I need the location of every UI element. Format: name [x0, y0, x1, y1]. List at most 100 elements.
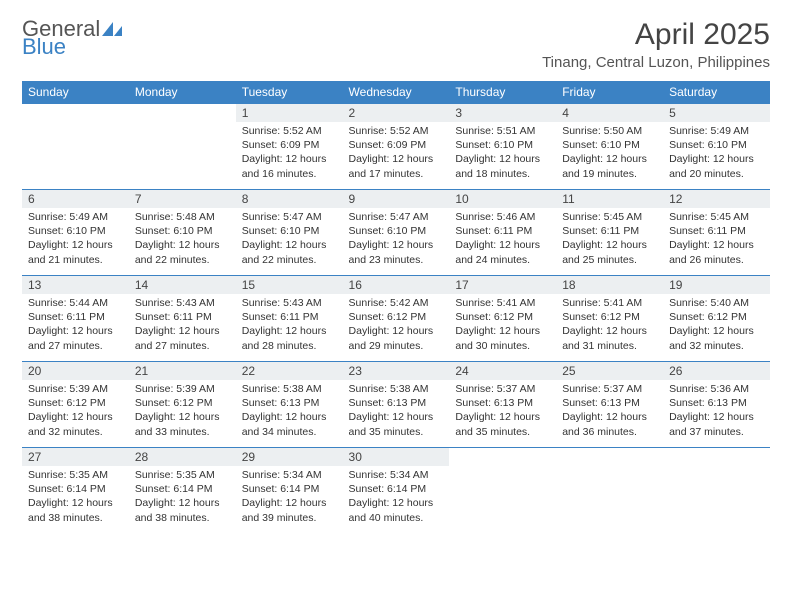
daylight-line: Daylight: 12 hours and 40 minutes.	[349, 496, 444, 524]
daylight-line: Daylight: 12 hours and 26 minutes.	[669, 238, 764, 266]
daylight-line: Daylight: 12 hours and 27 minutes.	[135, 324, 230, 352]
sunrise-line: Sunrise: 5:38 AM	[242, 382, 337, 396]
sunrise-line: Sunrise: 5:38 AM	[349, 382, 444, 396]
title-block: April 2025 Tinang, Central Luzon, Philip…	[542, 18, 770, 71]
sunrise-line: Sunrise: 5:47 AM	[242, 210, 337, 224]
sunset-line: Sunset: 6:13 PM	[669, 396, 764, 410]
sunrise-line: Sunrise: 5:50 AM	[562, 124, 657, 138]
sunrise-line: Sunrise: 5:43 AM	[135, 296, 230, 310]
sunrise-line: Sunrise: 5:42 AM	[349, 296, 444, 310]
day-details: Sunrise: 5:43 AMSunset: 6:11 PMDaylight:…	[129, 294, 236, 357]
day-number: 8	[236, 190, 343, 208]
calendar-day-cell: 2Sunrise: 5:52 AMSunset: 6:09 PMDaylight…	[343, 104, 450, 190]
sunrise-line: Sunrise: 5:47 AM	[349, 210, 444, 224]
day-number: 17	[449, 276, 556, 294]
daylight-line: Daylight: 12 hours and 35 minutes.	[349, 410, 444, 438]
daylight-line: Daylight: 12 hours and 17 minutes.	[349, 152, 444, 180]
calendar-day-cell	[129, 104, 236, 190]
day-details: Sunrise: 5:46 AMSunset: 6:11 PMDaylight:…	[449, 208, 556, 271]
daylight-line: Daylight: 12 hours and 22 minutes.	[135, 238, 230, 266]
calendar-week-row: 20Sunrise: 5:39 AMSunset: 6:12 PMDayligh…	[22, 362, 770, 448]
sunset-line: Sunset: 6:11 PM	[135, 310, 230, 324]
sunrise-line: Sunrise: 5:41 AM	[562, 296, 657, 310]
sunset-line: Sunset: 6:12 PM	[28, 396, 123, 410]
day-details: Sunrise: 5:41 AMSunset: 6:12 PMDaylight:…	[556, 294, 663, 357]
daylight-line: Daylight: 12 hours and 33 minutes.	[135, 410, 230, 438]
day-number: 3	[449, 104, 556, 122]
day-number: 29	[236, 448, 343, 466]
sunrise-line: Sunrise: 5:46 AM	[455, 210, 550, 224]
calendar-day-cell: 24Sunrise: 5:37 AMSunset: 6:13 PMDayligh…	[449, 362, 556, 448]
sunrise-line: Sunrise: 5:49 AM	[669, 124, 764, 138]
day-number: 12	[663, 190, 770, 208]
day-number: 13	[22, 276, 129, 294]
day-number: 2	[343, 104, 450, 122]
sunset-line: Sunset: 6:10 PM	[135, 224, 230, 238]
daylight-line: Daylight: 12 hours and 23 minutes.	[349, 238, 444, 266]
day-details: Sunrise: 5:41 AMSunset: 6:12 PMDaylight:…	[449, 294, 556, 357]
day-details: Sunrise: 5:34 AMSunset: 6:14 PMDaylight:…	[236, 466, 343, 529]
calendar-day-cell: 13Sunrise: 5:44 AMSunset: 6:11 PMDayligh…	[22, 276, 129, 362]
sunrise-line: Sunrise: 5:34 AM	[242, 468, 337, 482]
calendar-day-cell: 29Sunrise: 5:34 AMSunset: 6:14 PMDayligh…	[236, 448, 343, 534]
day-number: 10	[449, 190, 556, 208]
sunset-line: Sunset: 6:14 PM	[242, 482, 337, 496]
day-number: 21	[129, 362, 236, 380]
calendar-day-cell: 17Sunrise: 5:41 AMSunset: 6:12 PMDayligh…	[449, 276, 556, 362]
sunrise-line: Sunrise: 5:34 AM	[349, 468, 444, 482]
day-details: Sunrise: 5:39 AMSunset: 6:12 PMDaylight:…	[22, 380, 129, 443]
day-details: Sunrise: 5:39 AMSunset: 6:12 PMDaylight:…	[129, 380, 236, 443]
calendar-week-row: 6Sunrise: 5:49 AMSunset: 6:10 PMDaylight…	[22, 190, 770, 276]
weekday-header: Tuesday	[236, 81, 343, 104]
day-details: Sunrise: 5:43 AMSunset: 6:11 PMDaylight:…	[236, 294, 343, 357]
sunset-line: Sunset: 6:11 PM	[242, 310, 337, 324]
sunset-line: Sunset: 6:12 PM	[135, 396, 230, 410]
calendar-week-row: 1Sunrise: 5:52 AMSunset: 6:09 PMDaylight…	[22, 104, 770, 190]
day-details: Sunrise: 5:45 AMSunset: 6:11 PMDaylight:…	[556, 208, 663, 271]
calendar-day-cell	[556, 448, 663, 534]
calendar-day-cell	[663, 448, 770, 534]
day-number: 23	[343, 362, 450, 380]
calendar-day-cell: 14Sunrise: 5:43 AMSunset: 6:11 PMDayligh…	[129, 276, 236, 362]
daylight-line: Daylight: 12 hours and 37 minutes.	[669, 410, 764, 438]
day-number: 26	[663, 362, 770, 380]
day-details: Sunrise: 5:50 AMSunset: 6:10 PMDaylight:…	[556, 122, 663, 185]
sunrise-line: Sunrise: 5:35 AM	[135, 468, 230, 482]
sunset-line: Sunset: 6:12 PM	[455, 310, 550, 324]
page: GeneralBlue April 2025 Tinang, Central L…	[0, 0, 792, 612]
daylight-line: Daylight: 12 hours and 36 minutes.	[562, 410, 657, 438]
calendar-day-cell	[22, 104, 129, 190]
daylight-line: Daylight: 12 hours and 30 minutes.	[455, 324, 550, 352]
sunrise-line: Sunrise: 5:51 AM	[455, 124, 550, 138]
calendar-day-cell: 10Sunrise: 5:46 AMSunset: 6:11 PMDayligh…	[449, 190, 556, 276]
day-details: Sunrise: 5:48 AMSunset: 6:10 PMDaylight:…	[129, 208, 236, 271]
sunrise-line: Sunrise: 5:45 AM	[562, 210, 657, 224]
sunrise-line: Sunrise: 5:40 AM	[669, 296, 764, 310]
daylight-line: Daylight: 12 hours and 29 minutes.	[349, 324, 444, 352]
calendar-day-cell: 25Sunrise: 5:37 AMSunset: 6:13 PMDayligh…	[556, 362, 663, 448]
sunset-line: Sunset: 6:10 PM	[562, 138, 657, 152]
sunset-line: Sunset: 6:13 PM	[455, 396, 550, 410]
sunrise-line: Sunrise: 5:49 AM	[28, 210, 123, 224]
sunset-line: Sunset: 6:10 PM	[349, 224, 444, 238]
sunset-line: Sunset: 6:10 PM	[242, 224, 337, 238]
daylight-line: Daylight: 12 hours and 35 minutes.	[455, 410, 550, 438]
daylight-line: Daylight: 12 hours and 25 minutes.	[562, 238, 657, 266]
calendar-day-cell: 4Sunrise: 5:50 AMSunset: 6:10 PMDaylight…	[556, 104, 663, 190]
day-details: Sunrise: 5:35 AMSunset: 6:14 PMDaylight:…	[22, 466, 129, 529]
day-number: 5	[663, 104, 770, 122]
day-number: 1	[236, 104, 343, 122]
daylight-line: Daylight: 12 hours and 28 minutes.	[242, 324, 337, 352]
sunset-line: Sunset: 6:10 PM	[28, 224, 123, 238]
daylight-line: Daylight: 12 hours and 19 minutes.	[562, 152, 657, 180]
day-number: 22	[236, 362, 343, 380]
sunset-line: Sunset: 6:10 PM	[669, 138, 764, 152]
day-number: 27	[22, 448, 129, 466]
sunrise-line: Sunrise: 5:36 AM	[669, 382, 764, 396]
daylight-line: Daylight: 12 hours and 24 minutes.	[455, 238, 550, 266]
sunrise-line: Sunrise: 5:44 AM	[28, 296, 123, 310]
sunset-line: Sunset: 6:13 PM	[349, 396, 444, 410]
daylight-line: Daylight: 12 hours and 16 minutes.	[242, 152, 337, 180]
weekday-header-row: SundayMondayTuesdayWednesdayThursdayFrid…	[22, 81, 770, 104]
daylight-line: Daylight: 12 hours and 32 minutes.	[669, 324, 764, 352]
